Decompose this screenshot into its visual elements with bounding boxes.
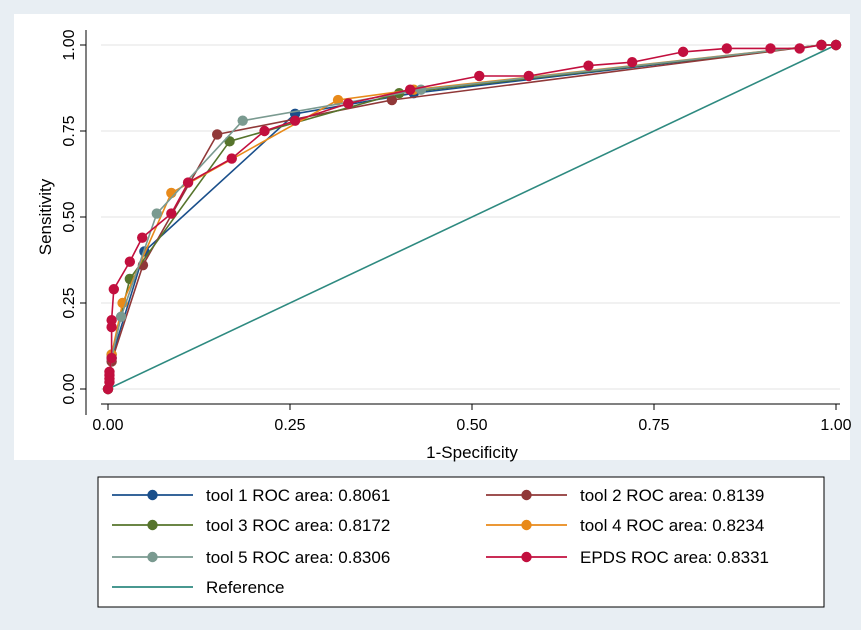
- legend-swatch-marker-1: [521, 489, 532, 501]
- series-5-point-4: [104, 366, 115, 377]
- series-5-point-12: [182, 177, 194, 188]
- legend-label-5: EPDS ROC area: 0.8331: [580, 548, 769, 567]
- series-5-point-19: [523, 70, 534, 82]
- legend-item-2: tool 3 ROC area: 0.8172: [112, 516, 390, 535]
- series-6: [107, 44, 837, 390]
- y-tick-label-3: 0.75: [61, 115, 78, 146]
- series-5-point-21: [626, 57, 638, 68]
- legend-label-0: tool 1 ROC area: 0.8061: [206, 486, 390, 505]
- legend-swatch-marker-0: [147, 489, 158, 501]
- x-tick-label-1: 0.25: [274, 417, 305, 434]
- series-5-point-10: [137, 232, 148, 243]
- series-5-point-24: [765, 43, 776, 54]
- legend-item-3: tool 4 ROC area: 0.8234: [486, 516, 764, 535]
- series-5-point-22: [677, 46, 689, 58]
- series-4-point-2: [115, 311, 127, 322]
- legend-label-3: tool 4 ROC area: 0.8234: [580, 516, 764, 535]
- series-line-5: [107, 44, 836, 390]
- series-layer: [102, 39, 842, 395]
- x-tick-label-4: 1.00: [820, 417, 851, 434]
- legend-item-6: Reference: [112, 578, 284, 597]
- series-5-point-26: [816, 39, 827, 51]
- y-tick-label-1: 0.25: [61, 287, 78, 318]
- series-5-point-15: [289, 115, 301, 126]
- y-axis-title: Sensitivity: [36, 178, 55, 255]
- series-5-point-25: [794, 43, 805, 54]
- series-5-point-9: [124, 256, 136, 267]
- legend-label-4: tool 5 ROC area: 0.8306: [206, 548, 390, 567]
- series-5-point-5: [106, 352, 117, 364]
- legend-label-2: tool 3 ROC area: 0.8172: [206, 516, 390, 535]
- y-tick-label-0: 0.00: [61, 373, 78, 404]
- series-5-point-13: [226, 153, 237, 164]
- series-5-point-14: [259, 125, 270, 137]
- legend-swatch-marker-3: [521, 519, 532, 531]
- series-4-point-3: [151, 208, 162, 219]
- series-5-point-8: [108, 284, 120, 295]
- x-tick-label-3: 0.75: [638, 417, 669, 434]
- series-4-point-4: [237, 115, 248, 126]
- legend-swatch-marker-4: [147, 551, 158, 563]
- legend-item-5: EPDS ROC area: 0.8331: [486, 548, 769, 567]
- series-5-point-23: [721, 43, 732, 54]
- series-5-point-7: [106, 315, 117, 326]
- x-tick-label-2: 0.50: [456, 417, 487, 434]
- axis-ticks: 0.00 0.25 0.50 0.75 1.00 0.00 0.25 0.50 0.75 1.00: [61, 29, 852, 434]
- x-tick-label-0: 0.00: [92, 417, 123, 434]
- series-1-point-4: [386, 94, 398, 106]
- legend-item-0: tool 1 ROC area: 0.8061: [112, 486, 390, 505]
- series-5-point-20: [583, 60, 594, 71]
- legend-item-1: tool 2 ROC area: 0.8139: [486, 486, 764, 505]
- x-axis-title: 1-Specificity: [426, 443, 518, 462]
- series-5-point-11: [166, 208, 177, 219]
- y-tick-label-2: 0.50: [61, 201, 78, 232]
- legend-swatch-marker-5: [521, 551, 532, 563]
- series-3-point-4: [332, 94, 344, 106]
- legend: tool 1 ROC area: 0.8061 tool 2 ROC area: …: [112, 486, 769, 597]
- series-5-point-16: [343, 98, 354, 109]
- y-tick-label-4: 1.00: [61, 29, 78, 60]
- legend-label-6: Reference: [206, 578, 284, 597]
- legend-swatch-marker-2: [147, 519, 158, 531]
- series-line-4: [107, 44, 836, 390]
- series-5-point-27: [830, 39, 842, 51]
- series-1-point-3: [212, 129, 223, 140]
- series-5: [102, 39, 842, 395]
- legend-item-4: tool 5 ROC area: 0.8306: [112, 548, 390, 567]
- series-5-point-17: [404, 84, 416, 95]
- legend-label-1: tool 2 ROC area: 0.8139: [580, 486, 764, 505]
- series-5-point-18: [474, 70, 485, 82]
- series-line-6: [107, 44, 837, 390]
- legend-box: [97, 476, 825, 608]
